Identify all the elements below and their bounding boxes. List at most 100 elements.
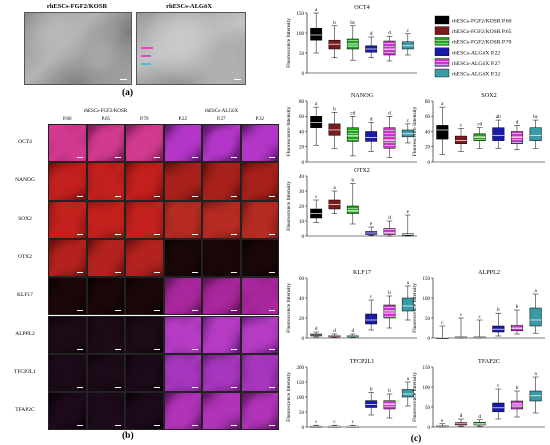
legend-label: rhESCs-FGF2/KOSR P.60 bbox=[452, 19, 512, 25]
fluorescence-image bbox=[125, 124, 164, 163]
significance-letter: e bbox=[370, 221, 373, 227]
y-tick-label: 0 bbox=[428, 337, 431, 342]
box bbox=[383, 228, 396, 235]
significance-letter: c bbox=[333, 419, 336, 425]
scale-bar bbox=[76, 387, 83, 389]
scale-bar bbox=[76, 348, 83, 350]
fluorescence-image bbox=[202, 162, 241, 201]
scale-bar bbox=[269, 272, 275, 274]
box bbox=[328, 39, 341, 50]
significance-letter: d bbox=[333, 328, 336, 334]
chart-title: SOX2 bbox=[481, 92, 496, 99]
significance-letter: b bbox=[516, 304, 519, 310]
significance-letter: a bbox=[535, 371, 538, 377]
significance-letter: c bbox=[315, 194, 318, 200]
box bbox=[346, 38, 359, 50]
significance-letter: a bbox=[315, 101, 318, 107]
y-tick-label: 150 bbox=[297, 381, 305, 386]
legend-swatch bbox=[434, 15, 450, 25]
box bbox=[365, 400, 378, 408]
fluorescence-image bbox=[202, 392, 241, 431]
fluorescence-image bbox=[240, 238, 279, 278]
phase-image-fgf2 bbox=[24, 12, 132, 85]
fluorescence-image bbox=[86, 353, 125, 393]
phase-image-algox bbox=[136, 12, 246, 85]
significance-letter: bc bbox=[533, 114, 539, 120]
significance-letter: c bbox=[479, 314, 482, 320]
box bbox=[492, 402, 505, 413]
row-label: TFAP2C bbox=[15, 407, 35, 414]
y-tick-label: 20 bbox=[299, 146, 305, 151]
fluorescence-image bbox=[240, 200, 279, 239]
fluorescence-image bbox=[48, 392, 87, 431]
fluorescence-image bbox=[202, 200, 241, 239]
box bbox=[328, 123, 341, 136]
significance-letter: a bbox=[315, 7, 318, 13]
fluorescence-image bbox=[86, 315, 125, 354]
y-tick-label: 0 bbox=[302, 235, 305, 240]
scale-bar bbox=[269, 387, 275, 389]
scale-bar bbox=[192, 425, 198, 427]
fluorescence-image bbox=[240, 162, 279, 201]
panel-b-group2-title: rhESCs-ALGöX bbox=[204, 109, 239, 114]
cyan-arrow-icon bbox=[141, 63, 151, 65]
scale-bar bbox=[115, 195, 121, 197]
y-tick-label: 150 bbox=[297, 12, 305, 17]
y-tick-label: 0 bbox=[302, 337, 305, 342]
box bbox=[383, 127, 396, 149]
fluorescence-image bbox=[86, 238, 125, 278]
y-tick-label: 40 bbox=[425, 130, 431, 135]
scale-bar bbox=[230, 272, 237, 274]
significance-letter: b bbox=[370, 387, 373, 393]
scale-bar bbox=[192, 387, 198, 389]
y-tick-label: 50 bbox=[425, 317, 431, 322]
scale-bar bbox=[269, 233, 275, 235]
scale-bar bbox=[269, 425, 275, 427]
box bbox=[401, 41, 414, 50]
y-tick-label: 100 bbox=[297, 32, 305, 37]
scale-bar bbox=[192, 195, 198, 197]
fluorescence-image bbox=[86, 162, 125, 201]
scale-bar bbox=[192, 348, 198, 350]
significance-letter: cd bbox=[350, 110, 355, 116]
box bbox=[383, 40, 396, 56]
fluorescence-image bbox=[48, 162, 87, 201]
scale-bar bbox=[230, 425, 237, 427]
chart-title: TFCP2L1 bbox=[350, 358, 375, 365]
significance-letter: c bbox=[460, 122, 463, 128]
legend-swatch bbox=[434, 26, 450, 35]
scale-bar bbox=[115, 425, 121, 427]
box-plot-sox2: SOX2 0 20 40 60 80 Fluorescence Intensity a c cd a… bbox=[412, 92, 545, 166]
significance-letter: a bbox=[441, 101, 444, 107]
box bbox=[365, 131, 378, 142]
scale-bar bbox=[76, 425, 83, 427]
significance-letter: d bbox=[478, 414, 481, 420]
y-tick-label: 20 bbox=[425, 146, 431, 151]
fluorescence-image bbox=[125, 277, 164, 316]
legend: rhESCs-FGF2/KOSR P.60 rhESCs-FGF2/KOSR P.… bbox=[434, 15, 512, 78]
significance-letter: b bbox=[388, 388, 391, 394]
fluorescence-image bbox=[202, 124, 241, 163]
y-axis-label: Fluorescence Intensity bbox=[286, 372, 292, 422]
scale-bar bbox=[153, 157, 160, 159]
fluorescence-image bbox=[163, 124, 202, 163]
pink-arrow-icon bbox=[141, 55, 151, 57]
column-header: P.27 bbox=[217, 117, 226, 122]
column-header: P.32 bbox=[255, 117, 264, 122]
box bbox=[401, 297, 414, 312]
fluorescence-image bbox=[240, 124, 279, 163]
significance-letter: c bbox=[370, 294, 373, 300]
chart-title: NANOG bbox=[351, 92, 374, 99]
y-axis-label: Fluorescence Intensity bbox=[286, 106, 292, 156]
fluorescence-image bbox=[202, 353, 241, 393]
scale-bar bbox=[115, 157, 121, 159]
scale-bar bbox=[234, 78, 241, 80]
box bbox=[436, 125, 449, 140]
significance-letter: e bbox=[407, 209, 410, 215]
scale-bar bbox=[269, 195, 275, 197]
box bbox=[401, 129, 414, 138]
significance-letter: d bbox=[516, 119, 519, 125]
scale-bar bbox=[230, 233, 237, 235]
significance-letter: d bbox=[460, 413, 463, 419]
